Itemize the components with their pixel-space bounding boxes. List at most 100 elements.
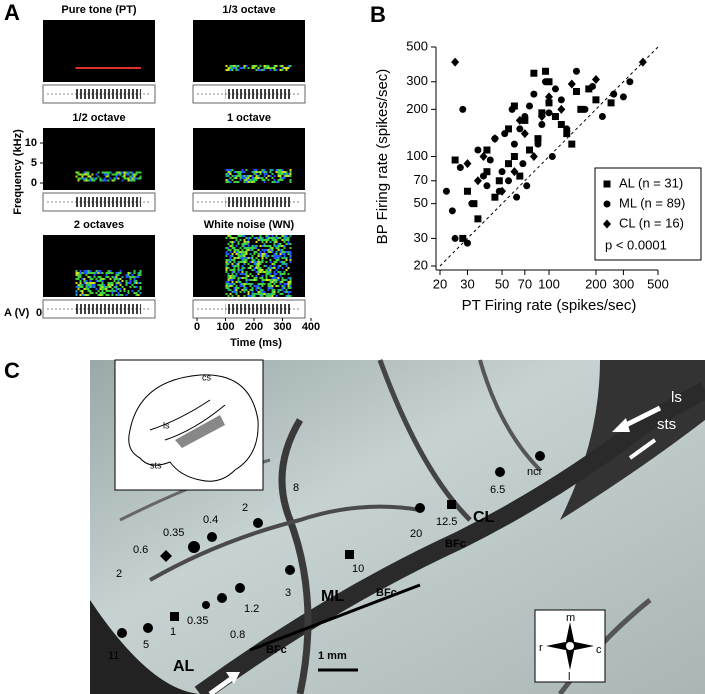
spectral-energy: [257, 269, 260, 271]
spectral-energy: [277, 285, 280, 287]
spectral-energy: [225, 255, 228, 257]
point: [619, 93, 627, 101]
spectral-energy: [269, 285, 272, 287]
spectral-energy: [269, 245, 272, 247]
spectral-energy: [91, 177, 94, 180]
spectral-energy: [283, 171, 286, 173]
spectral-energy: [121, 175, 124, 178]
point: [451, 57, 460, 67]
y-tick-label: 5: [31, 157, 37, 169]
spectral-energy: [115, 272, 118, 274]
spectral-energy: [269, 169, 272, 171]
spectral-energy: [257, 285, 260, 287]
spectral-energy: [277, 279, 280, 281]
area-label: CL: [473, 509, 495, 526]
spectral-energy: [243, 177, 246, 179]
spectral-energy: [227, 273, 230, 275]
spectral-energy: [123, 171, 126, 174]
spectral-energy: [255, 257, 258, 259]
spectral-energy: [243, 261, 246, 263]
spectral-energy: [227, 279, 230, 281]
spectral-energy: [275, 255, 278, 257]
spectral-energy: [285, 235, 288, 237]
spectral-energy: [87, 173, 90, 176]
spectral-energy: [241, 269, 244, 271]
spectral-energy: [259, 267, 262, 269]
panel-letter: C: [4, 358, 20, 383]
site-label: 0.4: [203, 514, 218, 526]
spectral-energy: [225, 65, 228, 67]
spectral-energy: [235, 67, 238, 69]
spectral-energy: [285, 295, 288, 297]
spectral-energy: [229, 257, 232, 259]
spectral-energy: [241, 253, 244, 255]
spectral-energy: [257, 253, 260, 255]
spectral-energy: [125, 274, 128, 276]
spectral-energy: [133, 272, 136, 274]
spectral-energy: [269, 275, 272, 277]
spectral-energy: [245, 289, 248, 291]
spectral-energy: [107, 282, 110, 284]
spectral-energy: [81, 272, 84, 274]
spectral-energy: [89, 290, 92, 292]
spectral-energy: [281, 65, 284, 67]
spectral-energy: [235, 237, 238, 239]
spectral-energy: [231, 275, 234, 277]
spectral-energy: [285, 171, 288, 173]
y-tick-label: 50: [414, 195, 428, 210]
spectral-energy: [237, 255, 240, 257]
spectral-energy: [245, 247, 248, 249]
spectral-energy: [255, 285, 258, 287]
spectral-energy: [243, 241, 246, 243]
spectral-energy: [135, 282, 138, 284]
spectral-energy: [91, 284, 94, 286]
spectral-energy: [273, 255, 276, 257]
spectral-energy: [287, 283, 290, 285]
spectral-energy: [109, 270, 112, 272]
x-axis-label: PT Firing rate (spikes/sec): [462, 297, 637, 314]
spectral-energy: [227, 295, 230, 297]
spectral-energy: [255, 247, 258, 249]
spectral-energy: [255, 175, 258, 177]
spectral-energy: [233, 291, 236, 293]
spectral-energy: [265, 279, 268, 281]
point: [505, 177, 513, 185]
spectral-energy: [281, 169, 284, 171]
spectral-energy: [225, 293, 228, 295]
spectral-energy: [139, 292, 142, 294]
spectral-energy: [267, 65, 270, 67]
spectral-energy: [229, 259, 232, 261]
spectral-energy: [229, 275, 232, 277]
spectral-energy: [105, 173, 108, 176]
point: [557, 96, 565, 104]
spectral-energy: [91, 282, 94, 284]
spectral-energy: [127, 272, 130, 274]
spectral-energy: [273, 261, 276, 263]
spectral-energy: [271, 279, 274, 281]
spectral-energy: [245, 277, 248, 279]
spectral-energy: [269, 265, 272, 267]
spectral-energy: [93, 274, 96, 276]
spectral-energy: [227, 235, 230, 237]
spectral-energy: [247, 275, 250, 277]
spectral-energy: [85, 179, 88, 182]
spectral-energy: [119, 288, 122, 290]
spectral-energy: [89, 276, 92, 278]
point: [498, 168, 506, 176]
spectral-energy: [83, 282, 86, 284]
spectral-energy: [239, 175, 242, 177]
spectral-energy: [105, 294, 108, 296]
spectral-energy: [269, 237, 272, 239]
point: [510, 167, 519, 177]
spectral-energy: [273, 273, 276, 275]
spectral-energy: [277, 267, 280, 269]
x-tick-label: 200: [585, 276, 607, 291]
point: [442, 187, 450, 195]
spectral-energy: [131, 290, 134, 292]
spectral-energy: [117, 278, 120, 280]
spectral-energy: [255, 271, 258, 273]
spectral-energy: [247, 179, 250, 181]
spectral-energy: [119, 290, 122, 292]
spectral-energy: [233, 283, 236, 285]
spectral-energy: [89, 278, 92, 280]
